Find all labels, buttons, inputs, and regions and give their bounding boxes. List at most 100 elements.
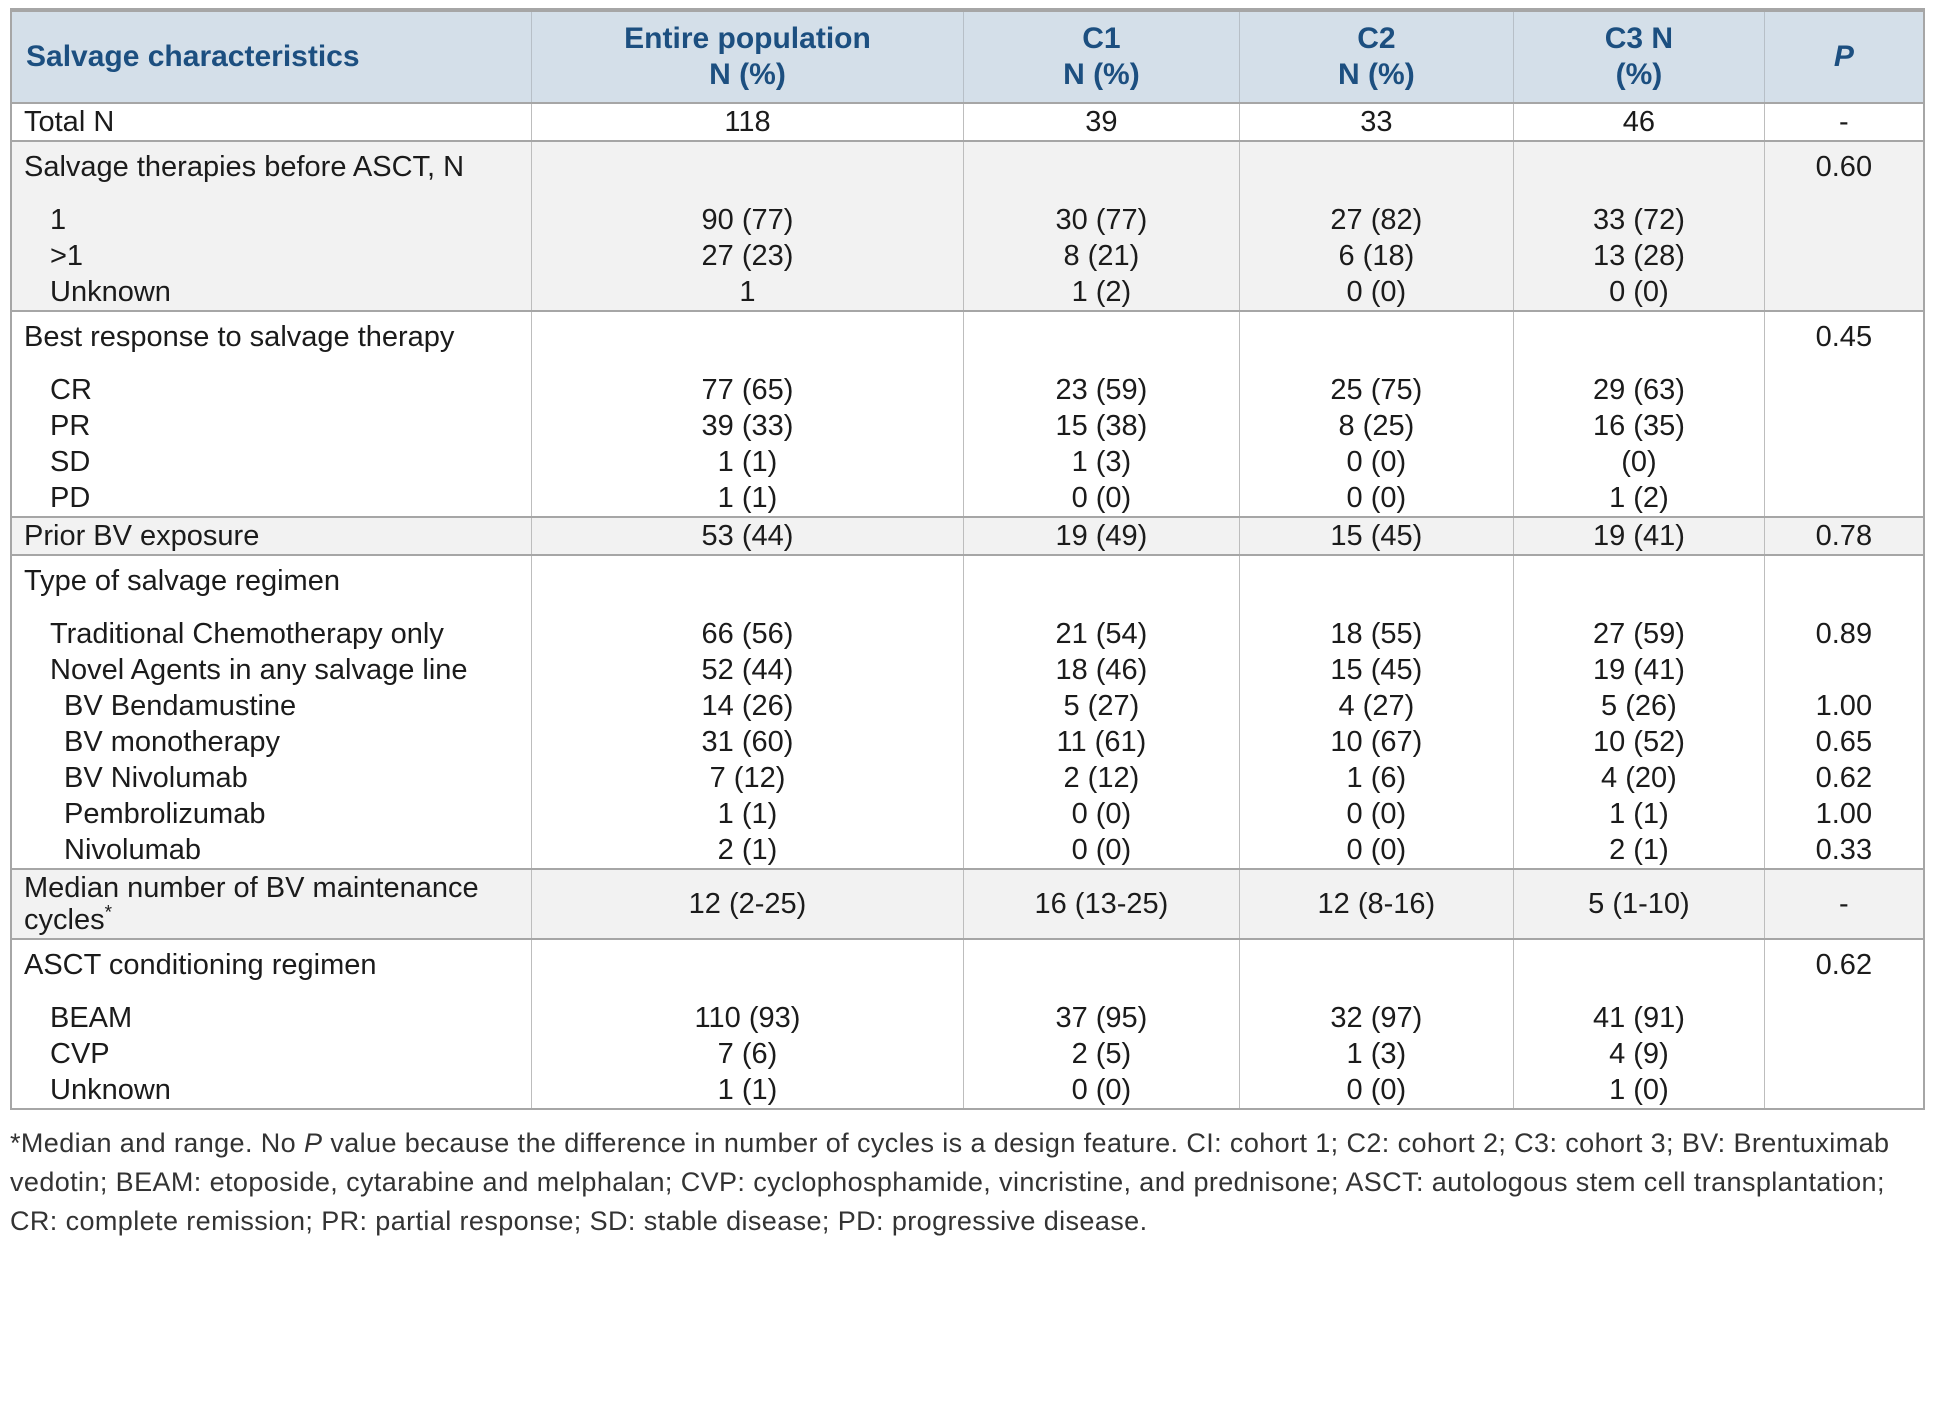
header-entire-population: Entire population N (%) [530,10,965,104]
table-row: Salvage therapies before ASCT, N 0.60 [10,140,1925,202]
value-cell: 1 (1) [530,796,965,832]
value-cell [963,310,1240,372]
row-label: 1 [10,202,532,238]
row-label: Unknown [10,274,532,311]
value-cell: 2 (12) [963,760,1240,796]
value-cell: 1 (0) [1513,1072,1765,1109]
value-cell: 0 (0) [963,480,1240,517]
header-line: N (%) [1063,58,1140,91]
value-cell: 1 (3) [963,444,1240,480]
value-cell: 1 [530,274,965,311]
p-value-cell: 0.78 [1763,516,1925,555]
value-cell: 15 (45) [1238,516,1515,555]
value-cell [1238,140,1515,202]
p-value-cell [1763,202,1925,238]
value-cell: 41 (91) [1513,1000,1765,1036]
table-row: BEAM 110 (93) 37 (95) 32 (97) 41 (91) [10,1000,1925,1036]
value-cell: 39 (33) [530,408,965,444]
footnote-text: value because the difference in number o… [10,1128,1890,1236]
value-cell [1238,938,1515,1000]
table-row: ASCT conditioning regimen 0.62 [10,938,1925,1000]
row-label: Prior BV exposure [10,516,532,555]
value-cell: 14 (26) [530,688,965,724]
value-cell: 32 (97) [1238,1000,1515,1036]
value-cell: 1 (1) [530,480,965,517]
value-cell: 118 [530,102,965,141]
row-label: PR [10,408,532,444]
value-cell: 18 (46) [963,652,1240,688]
p-value-cell [1763,480,1925,517]
value-cell: 5 (27) [963,688,1240,724]
value-cell: 21 (54) [963,616,1240,652]
footnote-italic-p: P [304,1128,323,1158]
value-cell: (0) [1513,444,1765,480]
table-row: BV Nivolumab 7 (12) 2 (12) 1 (6) 4 (20) 0.62 [10,760,1925,796]
p-value-cell: 0.65 [1763,724,1925,760]
table-row: CR 77 (65) 23 (59) 25 (75) 29 (63) [10,372,1925,408]
value-cell: 31 (60) [530,724,965,760]
header-line: C1 [1082,22,1121,55]
table-row: 1 90 (77) 30 (77) 27 (82) 33 (72) [10,202,1925,238]
value-cell: 30 (77) [963,202,1240,238]
value-cell: 0 (0) [1238,796,1515,832]
value-cell: 5 (26) [1513,688,1765,724]
value-cell: 2 (1) [530,832,965,869]
row-label: Traditional Chemotherapy only [10,616,532,652]
value-cell: 6 (18) [1238,238,1515,274]
value-cell: 7 (6) [530,1036,965,1072]
header-line: Entire population [624,22,871,55]
value-cell: 1 (1) [530,1072,965,1109]
row-label: BEAM [10,1000,532,1036]
table-row: Traditional Chemotherapy only 66 (56) 21 (… [10,616,1925,652]
table-row: Unknown 1 1 (2) 0 (0) 0 (0) [10,274,1925,311]
table-row: Median number of BV maintenance cycles* 1… [10,868,1925,939]
value-cell [1513,554,1765,616]
value-cell [530,554,965,616]
table-row: Nivolumab 2 (1) 0 (0) 0 (0) 2 (1) 0.33 [10,832,1925,869]
value-cell: 4 (9) [1513,1036,1765,1072]
row-label: SD [10,444,532,480]
value-cell: 16 (13-25) [963,868,1240,939]
p-value-cell [1763,274,1925,311]
p-value-cell [1763,238,1925,274]
table-row: Unknown 1 (1) 0 (0) 0 (0) 1 (0) [10,1072,1925,1109]
salvage-characteristics-table: Salvage characteristics Entire populatio… [10,8,1925,1110]
value-cell: 10 (67) [1238,724,1515,760]
p-value-cell [1763,652,1925,688]
p-value-cell: 0.60 [1763,140,1925,202]
p-value-cell [1763,372,1925,408]
table-footnote: *Median and range. No P value because th… [10,1124,1925,1241]
header-c3: C3 N (%) [1513,10,1765,104]
value-cell: 52 (44) [530,652,965,688]
row-label: Best response to salvage therapy [10,310,532,372]
table-row: Type of salvage regimen [10,554,1925,616]
p-value-cell: 0.33 [1763,832,1925,869]
row-label: BV Nivolumab [10,760,532,796]
p-value-cell [1763,408,1925,444]
value-cell [963,554,1240,616]
value-cell: 33 (72) [1513,202,1765,238]
value-cell [1238,554,1515,616]
value-cell: 4 (20) [1513,760,1765,796]
value-cell: 1 (2) [963,274,1240,311]
value-cell: 77 (65) [530,372,965,408]
value-cell: 1 (6) [1238,760,1515,796]
value-cell [1238,310,1515,372]
row-label: Novel Agents in any salvage line [10,652,532,688]
header-line: Salvage characteristics [26,40,360,73]
value-cell: 1 (1) [530,444,965,480]
value-cell: 0 (0) [963,1072,1240,1109]
row-label: CR [10,372,532,408]
value-cell: 12 (2-25) [530,868,965,939]
table-row: SD 1 (1) 1 (3) 0 (0) (0) [10,444,1925,480]
table-row: Prior BV exposure 53 (44) 19 (49) 15 (45) 19… [10,516,1925,555]
value-cell: 0 (0) [1238,1072,1515,1109]
row-label: Unknown [10,1072,532,1109]
table-row: Novel Agents in any salvage line 52 (44) 1… [10,652,1925,688]
row-label: Median number of BV maintenance cycles* [10,868,532,939]
row-label: Total N [10,102,532,141]
value-cell: 12 (8-16) [1238,868,1515,939]
value-cell: 90 (77) [530,202,965,238]
value-cell: 1 (3) [1238,1036,1515,1072]
